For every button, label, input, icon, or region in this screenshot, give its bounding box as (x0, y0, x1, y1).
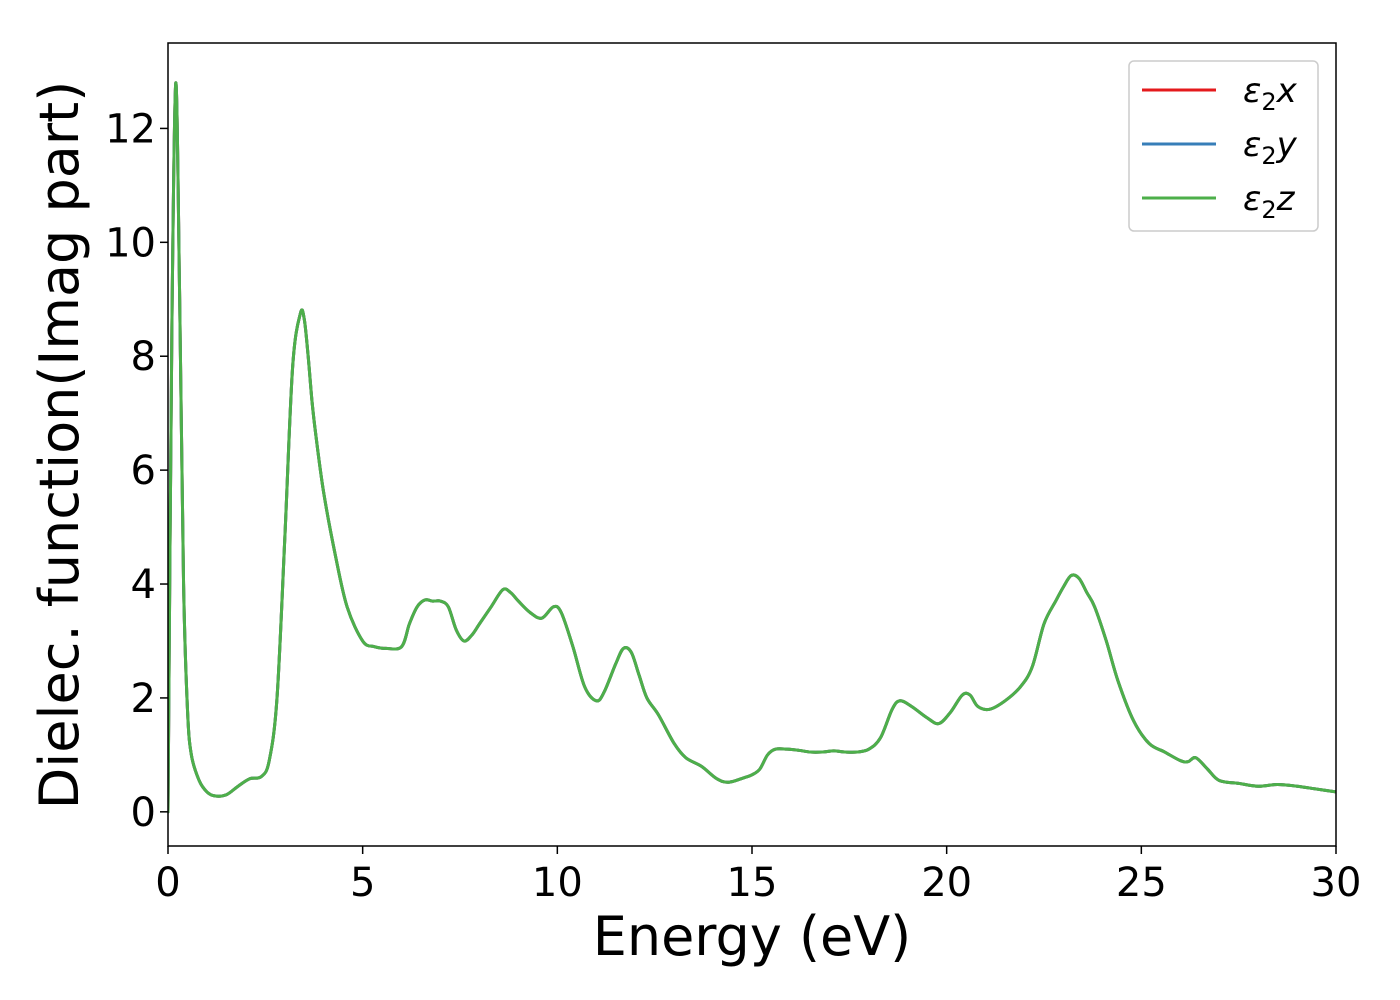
y-tick-label: 8 (131, 334, 156, 380)
x-tick-label: 25 (1116, 860, 1167, 906)
x-tick-label: 30 (1311, 860, 1362, 906)
legend-label-z: ε2z (1243, 179, 1296, 224)
x-tick-label: 0 (155, 860, 180, 906)
x-tick-label: 10 (532, 860, 583, 906)
x-tick-label: 15 (727, 860, 778, 906)
y-axis: 0 2 4 6 8 10 12 (105, 106, 168, 836)
y-tick-label: 10 (105, 220, 156, 266)
y-tick-label: 2 (131, 676, 156, 722)
y-tick-label: 6 (131, 448, 156, 494)
y-tick-label: 12 (105, 106, 156, 152)
series-line-z (168, 81, 1336, 814)
legend: ε2x ε2y ε2z (1128, 60, 1319, 232)
y-tick-label: 4 (131, 562, 156, 608)
x-tick-label: 5 (350, 860, 375, 906)
legend-label-x: ε2x (1243, 71, 1298, 116)
x-tick-label: 20 (921, 860, 972, 906)
x-axis: 0 5 10 15 20 25 30 (155, 846, 1361, 906)
x-axis-title: Energy (eV) (593, 905, 912, 968)
y-tick-label: 0 (131, 790, 156, 836)
legend-label-y: ε2y (1243, 125, 1298, 170)
series-layer (168, 81, 1336, 814)
legend-box (1128, 60, 1319, 232)
y-axis-title: Dielec. function(Imag part) (28, 81, 91, 810)
